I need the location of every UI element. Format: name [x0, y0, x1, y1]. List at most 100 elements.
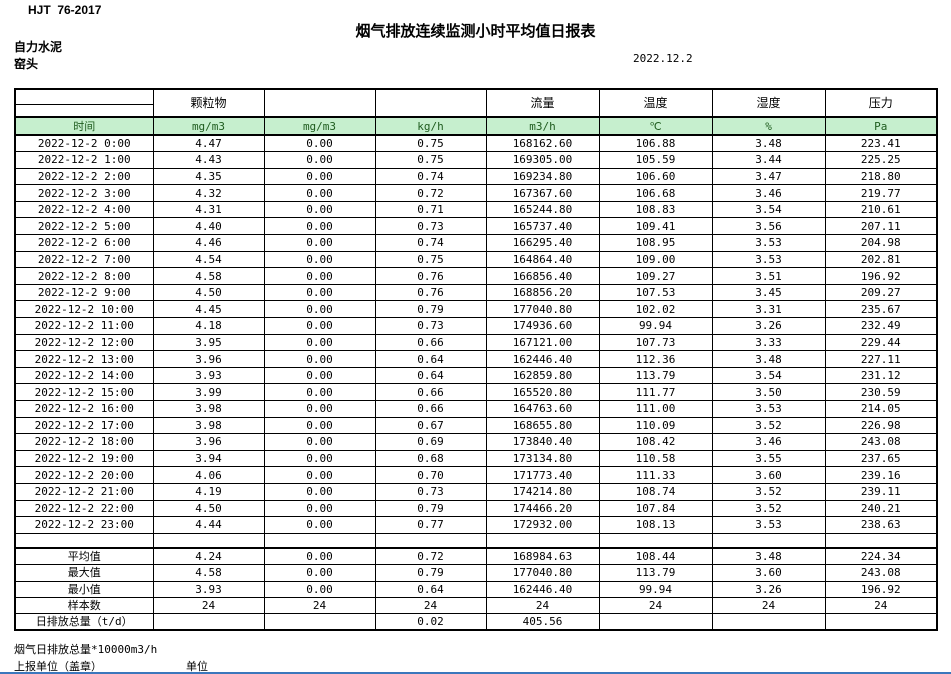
spacer-cell: [14, 532, 154, 549]
summary-value-cell: [152, 613, 265, 631]
value-cell: 3.50: [711, 383, 826, 401]
value-cell: 4.06: [152, 466, 265, 484]
summary-value-cell: 0.00: [263, 564, 376, 582]
value-cell: 162446.40: [485, 350, 600, 368]
value-cell: 218.80: [824, 167, 938, 186]
time-cell: 2022-12-2 1:00: [14, 151, 154, 169]
value-cell: 0.00: [263, 482, 376, 501]
value-cell: 172932.00: [485, 516, 600, 534]
value-cell: 0.00: [263, 466, 376, 484]
table-row: 2022-12-2 11:00 4.18 0.00 0.73 174936.60 99.9…: [14, 317, 938, 335]
value-cell: 108.74: [598, 482, 713, 501]
standard-code: HJT 76-2017: [28, 3, 102, 17]
time-cell: 2022-12-2 8:00: [14, 267, 154, 285]
time-cell: 2022-12-2 22:00: [14, 499, 154, 518]
value-cell: 3.98: [152, 416, 265, 435]
report-table: 颗粒物 流量 温度 湿度 压力 时间 mg/m3 mg/m3 kg/h m3/h…: [14, 88, 938, 632]
value-cell: 112.36: [598, 350, 713, 368]
value-cell: 0.00: [263, 516, 376, 534]
value-cell: 4.43: [152, 151, 265, 169]
value-cell: 4.50: [152, 499, 265, 518]
value-cell: 108.13: [598, 516, 713, 534]
value-cell: 102.02: [598, 300, 713, 319]
table-row: 2022-12-2 10:00 4.45 0.00 0.79 177040.80 102.…: [14, 300, 938, 319]
value-cell: 4.44: [152, 516, 265, 534]
spacer-cell: [824, 532, 938, 549]
value-cell: 173840.40: [485, 433, 600, 451]
value-cell: 230.59: [824, 383, 938, 401]
time-cell: 2022-12-2 15:00: [14, 383, 154, 401]
value-cell: 108.95: [598, 234, 713, 252]
value-cell: 4.58: [152, 267, 265, 285]
value-cell: 168162.60: [485, 134, 600, 153]
value-cell: 3.52: [711, 499, 826, 518]
value-cell: 162859.80: [485, 366, 600, 385]
value-cell: 210.61: [824, 200, 938, 219]
value-cell: 204.98: [824, 234, 938, 252]
table-row: 2022-12-2 7:00 4.54 0.00 0.75 164864.40 109.0…: [14, 250, 938, 269]
table-row: 2022-12-2 3:00 4.32 0.00 0.72 167367.60 106.6…: [14, 184, 938, 202]
value-cell: 3.31: [711, 300, 826, 319]
value-cell: 169305.00: [485, 151, 600, 169]
value-cell: 4.54: [152, 250, 265, 269]
value-cell: 0.75: [374, 151, 487, 169]
value-cell: 111.33: [598, 466, 713, 484]
value-cell: 3.46: [711, 184, 826, 202]
footer-unit-label: 单位: [186, 660, 208, 673]
value-cell: 107.53: [598, 283, 713, 302]
value-cell: 166295.40: [485, 234, 600, 252]
value-cell: 0.00: [263, 283, 376, 302]
value-cell: 3.98: [152, 400, 265, 418]
value-cell: 173134.80: [485, 449, 600, 468]
value-cell: 3.95: [152, 333, 265, 352]
time-cell: 2022-12-2 9:00: [14, 283, 154, 302]
value-cell: 3.51: [711, 267, 826, 285]
units-mgm3-1: mg/m3: [152, 116, 265, 136]
table-row: 2022-12-2 0:00 4.47 0.00 0.75 168162.60 106.8…: [14, 134, 938, 153]
value-cell: 0.73: [374, 217, 487, 236]
summary-value-cell: 0.79: [374, 564, 487, 582]
summary-label-cell: 日排放总量（t/d）: [14, 613, 154, 631]
summary-value-cell: 168984.63: [485, 547, 600, 566]
summary-value-cell: 24: [263, 596, 376, 615]
value-cell: 99.94: [598, 317, 713, 335]
summary-value-cell: [824, 613, 938, 631]
value-cell: 4.18: [152, 317, 265, 335]
value-cell: 3.26: [711, 317, 826, 335]
value-cell: 107.84: [598, 499, 713, 518]
value-cell: 207.11: [824, 217, 938, 236]
value-cell: 0.74: [374, 167, 487, 186]
value-cell: 107.73: [598, 333, 713, 352]
value-cell: 4.46: [152, 234, 265, 252]
summary-value-cell: 405.56: [485, 613, 600, 631]
value-cell: 239.11: [824, 482, 938, 501]
value-cell: 167367.60: [485, 184, 600, 202]
value-cell: 0.71: [374, 200, 487, 219]
value-cell: 0.00: [263, 333, 376, 352]
value-cell: 4.45: [152, 300, 265, 319]
value-cell: 109.27: [598, 267, 713, 285]
time-cell: 2022-12-2 12:00: [14, 333, 154, 352]
value-cell: 3.94: [152, 449, 265, 468]
table-row: 2022-12-2 14:00 3.93 0.00 0.64 162859.80 113.…: [14, 366, 938, 385]
summary-label-cell: 最小值: [14, 580, 154, 598]
units-row: 时间 mg/m3 mg/m3 kg/h m3/h ℃ % Pa: [14, 116, 938, 136]
value-cell: 3.45: [711, 283, 826, 302]
value-cell: 0.68: [374, 449, 487, 468]
summary-value-cell: 24: [598, 596, 713, 615]
units-time-header: 时间: [14, 116, 154, 136]
summary-value-cell: 99.94: [598, 580, 713, 598]
summary-value-cell: 243.08: [824, 564, 938, 582]
report-date: 2022.12.2: [633, 52, 693, 65]
value-cell: 174936.60: [485, 317, 600, 335]
value-cell: 0.64: [374, 366, 487, 385]
value-cell: 110.09: [598, 416, 713, 435]
value-cell: 3.53: [711, 250, 826, 269]
table-row: 2022-12-2 19:00 3.94 0.00 0.68 173134.80 110.…: [14, 449, 938, 468]
time-cell: 2022-12-2 6:00: [14, 234, 154, 252]
summary-value-cell: 3.93: [152, 580, 265, 598]
value-cell: 0.74: [374, 234, 487, 252]
summary-value-cell: [263, 613, 376, 631]
units-mgm3-2: mg/m3: [263, 116, 376, 136]
value-cell: 235.67: [824, 300, 938, 319]
